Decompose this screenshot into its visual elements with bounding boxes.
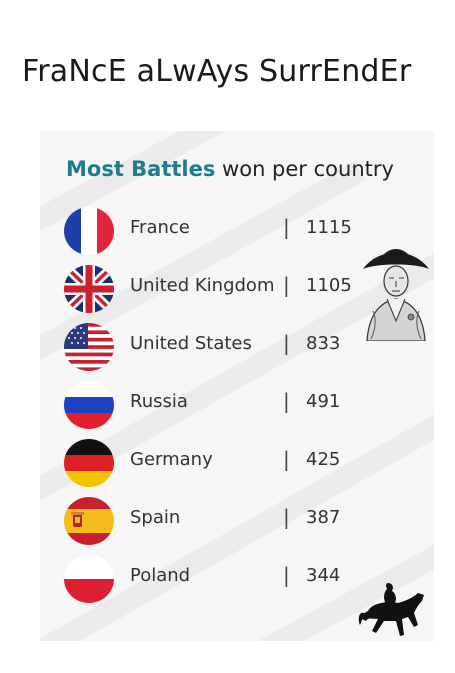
chart-title: Most Battles won per country: [66, 157, 394, 181]
meme-title: FraNcE aLwAys SurrEndEr: [22, 54, 412, 89]
battles-value: 833: [306, 333, 341, 354]
battles-value: 491: [306, 391, 341, 412]
napoleon-portrait-icon: [363, 249, 429, 341]
russia-flag-icon: [64, 381, 114, 429]
table-row: Russia | 491: [40, 379, 434, 431]
uk-flag-icon: [64, 265, 114, 313]
row-separator: |: [283, 505, 290, 529]
battles-value: 387: [306, 507, 341, 528]
table-row: Spain | 387: [40, 495, 434, 547]
us-flag-icon: [64, 323, 114, 371]
table-row: United Kingdom | 1105: [40, 263, 434, 315]
row-separator: |: [283, 563, 290, 587]
battles-value: 344: [306, 565, 341, 586]
table-row: Poland | 344: [40, 553, 434, 605]
country-name: Russia: [130, 391, 188, 412]
table-row: France | 1115: [40, 205, 434, 257]
row-separator: |: [283, 215, 290, 239]
row-separator: |: [283, 273, 290, 297]
country-name: Poland: [130, 565, 191, 586]
country-name: Germany: [130, 449, 213, 470]
country-name: United States: [130, 333, 252, 354]
battles-value: 425: [306, 449, 341, 470]
card-background-stripes: [40, 131, 434, 641]
chart-title-rest: won per country: [215, 157, 394, 181]
france-flag-icon: [64, 207, 114, 255]
row-separator: |: [283, 447, 290, 471]
battles-value: 1115: [306, 217, 352, 238]
spain-flag-icon: [64, 497, 114, 545]
row-separator: |: [283, 389, 290, 413]
country-name: United Kingdom: [130, 275, 275, 296]
table-row: United States | 833: [40, 321, 434, 373]
row-separator: |: [283, 331, 290, 355]
country-name: France: [130, 217, 190, 238]
horse-rider-silhouette-icon: [358, 583, 424, 636]
chart-title-highlight: Most Battles: [66, 157, 216, 181]
poland-flag-icon: [64, 555, 114, 603]
country-name: Spain: [130, 507, 181, 528]
germany-flag-icon: [64, 439, 114, 487]
battles-value: 1105: [306, 275, 352, 296]
table-row: Germany | 425: [40, 437, 434, 489]
chart-card: Most Battles won per country France | 11…: [40, 131, 434, 641]
